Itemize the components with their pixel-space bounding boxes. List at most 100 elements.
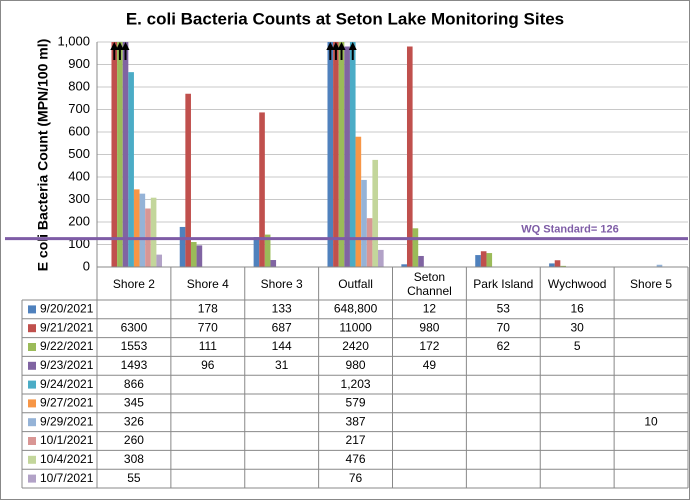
table-value: 260 bbox=[124, 433, 144, 447]
bar bbox=[117, 42, 123, 267]
bar bbox=[480, 251, 487, 267]
table-value: 687 bbox=[272, 320, 292, 334]
table-value: 1553 bbox=[121, 339, 148, 353]
legend-label: 9/24/2021 bbox=[40, 377, 94, 391]
bar bbox=[554, 260, 561, 267]
bar bbox=[122, 42, 129, 267]
x-tick-cell: Shore 5 bbox=[630, 276, 673, 291]
overflow-arrowhead bbox=[348, 42, 357, 50]
table-value: 866 bbox=[124, 377, 144, 391]
table-value: 648,800 bbox=[334, 302, 378, 316]
bar bbox=[560, 265, 566, 267]
x-tick-label: Seton Channel bbox=[407, 269, 452, 298]
legend-key bbox=[28, 399, 36, 408]
overflow-arrowhead bbox=[331, 42, 340, 50]
bar bbox=[333, 42, 339, 267]
bar bbox=[179, 226, 186, 267]
table-value: 770 bbox=[198, 320, 218, 334]
x-tick-label: Outfall bbox=[338, 276, 373, 291]
legend-label: 9/29/2021 bbox=[40, 414, 94, 428]
bar bbox=[270, 260, 277, 267]
table-value: 1,203 bbox=[341, 377, 371, 391]
bar bbox=[190, 242, 197, 267]
bar bbox=[338, 42, 345, 267]
legend-label: 10/1/2021 bbox=[40, 433, 94, 447]
x-tick-cell: Shore 4 bbox=[187, 277, 229, 291]
y-tick-label: 0 bbox=[83, 258, 90, 273]
overflow-arrowhead bbox=[337, 42, 346, 50]
legend-label: 9/23/2021 bbox=[40, 358, 94, 372]
y-tick-label: 600 bbox=[68, 123, 90, 138]
bar bbox=[128, 72, 134, 268]
table-value: 133 bbox=[272, 302, 292, 316]
bar bbox=[196, 245, 203, 267]
x-tick-cell: Wychwood bbox=[548, 277, 607, 291]
legend-key bbox=[28, 305, 36, 314]
bar bbox=[133, 189, 140, 267]
bar bbox=[366, 218, 373, 267]
x-tick-cell: Shore 3 bbox=[260, 276, 303, 291]
y-tick-label: 900 bbox=[68, 56, 90, 71]
table-value: 172 bbox=[419, 339, 439, 353]
bar bbox=[406, 46, 413, 267]
table-value: 2420 bbox=[342, 339, 369, 353]
x-tick-cell: Seton Channel bbox=[407, 269, 452, 298]
bar bbox=[264, 234, 271, 267]
y-tick-label: 200 bbox=[68, 213, 90, 228]
overflow-arrowhead bbox=[326, 42, 335, 50]
bar bbox=[378, 249, 384, 267]
y-tick-label: 800 bbox=[68, 78, 90, 93]
bar bbox=[549, 263, 555, 267]
bar bbox=[156, 254, 163, 267]
table-value: 476 bbox=[346, 452, 366, 466]
x-tick-label: Shore 5 bbox=[630, 276, 673, 291]
table-value: 326 bbox=[124, 414, 144, 428]
table-value: 55 bbox=[127, 471, 141, 485]
table-value: 5 bbox=[574, 339, 581, 353]
chart-title: E. coli Bacteria Counts at Seton Lake Mo… bbox=[126, 9, 564, 28]
x-tick-cell: Shore 2 bbox=[112, 276, 155, 291]
bar bbox=[486, 253, 493, 267]
y-tick-label: 700 bbox=[68, 101, 90, 116]
reference-label: WQ Standard= 126 bbox=[521, 224, 619, 236]
bar bbox=[372, 159, 379, 267]
bar bbox=[259, 112, 265, 267]
table-value: 6300 bbox=[121, 320, 148, 334]
table-value: 70 bbox=[497, 320, 511, 334]
legend-label: 9/22/2021 bbox=[40, 339, 94, 353]
table-value: 96 bbox=[201, 358, 215, 372]
bar bbox=[361, 179, 367, 267]
x-tick-label: Shore 2 bbox=[112, 276, 155, 291]
table-value: 178 bbox=[198, 302, 218, 316]
table-value: 11000 bbox=[339, 320, 372, 334]
overflow-arrowhead bbox=[110, 42, 119, 50]
y-tick-label: 400 bbox=[68, 168, 90, 183]
table-value: 345 bbox=[124, 396, 144, 410]
legend-key bbox=[28, 418, 36, 427]
bar bbox=[253, 237, 260, 267]
bar bbox=[412, 228, 419, 267]
table-value: 144 bbox=[272, 339, 292, 353]
y-tick-label: 1,000 bbox=[57, 33, 90, 48]
legend-key bbox=[28, 437, 36, 445]
bar bbox=[344, 46, 350, 267]
table-value: 387 bbox=[346, 414, 366, 428]
legend-key bbox=[28, 474, 36, 483]
table-value: 1493 bbox=[121, 358, 148, 372]
bar bbox=[111, 42, 118, 267]
legend-key bbox=[28, 455, 36, 464]
table-value: 980 bbox=[419, 320, 439, 334]
bar bbox=[355, 136, 362, 267]
bar bbox=[475, 255, 481, 267]
table-value: 30 bbox=[571, 320, 585, 334]
table-value: 49 bbox=[423, 358, 437, 372]
x-tick-label: Shore 3 bbox=[260, 276, 303, 291]
table-value: 31 bbox=[275, 358, 289, 372]
x-tick-label: Park Island bbox=[473, 276, 534, 291]
table-value: 10 bbox=[644, 414, 658, 428]
legend-label: 9/27/2021 bbox=[40, 396, 94, 410]
bar bbox=[150, 197, 157, 267]
bar bbox=[139, 193, 146, 267]
legend-label: 9/20/2021 bbox=[40, 302, 94, 316]
table-value: 217 bbox=[346, 433, 366, 447]
